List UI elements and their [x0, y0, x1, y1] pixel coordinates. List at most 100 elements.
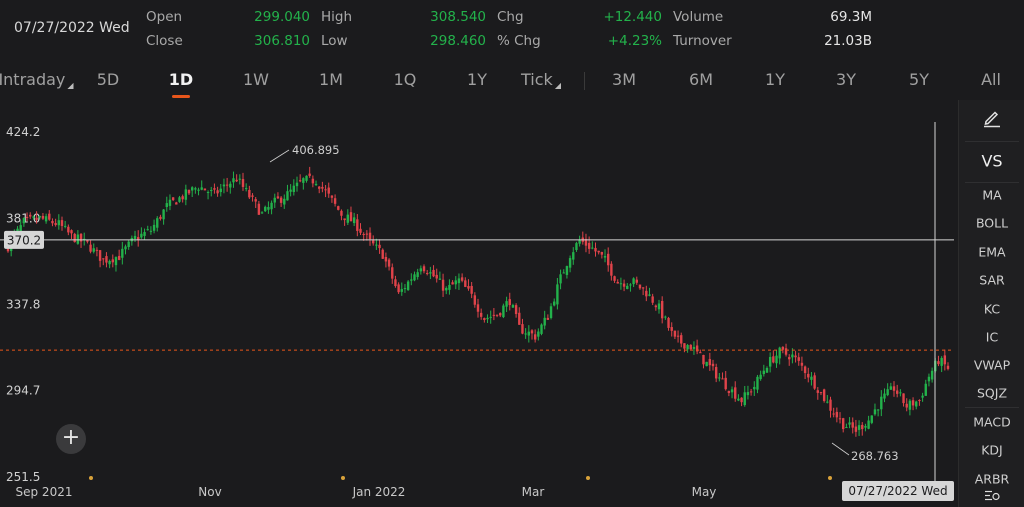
indicator-kc[interactable]: KC	[983, 301, 1001, 317]
close-value: 306.810	[254, 33, 310, 49]
candle-body	[149, 230, 153, 232]
tab-1q[interactable]: 1Q	[393, 70, 417, 89]
indicator-macd[interactable]: MACD	[973, 414, 1011, 430]
candle-body	[460, 277, 464, 281]
candle-body	[86, 240, 89, 242]
candle-body	[279, 197, 283, 203]
pencil-icon[interactable]	[959, 108, 1024, 131]
tab-1w[interactable]: 1W	[243, 70, 269, 89]
candle-body	[915, 401, 918, 407]
active-tab-indicator	[172, 95, 190, 98]
tab-3m[interactable]: 3M	[612, 70, 636, 89]
candle-body	[622, 283, 626, 287]
candle-body	[749, 391, 753, 393]
candle-body	[368, 232, 372, 240]
candle-body	[680, 335, 683, 344]
candle-body	[63, 225, 67, 227]
tab-tick[interactable]: Tick ◢	[521, 70, 561, 90]
candle-body	[89, 244, 92, 252]
compare-vs-button[interactable]: VS	[981, 151, 1003, 171]
candle-body	[584, 238, 588, 246]
turnover-value: 21.03B	[824, 33, 872, 49]
candle-body	[734, 387, 737, 399]
indicator-ema[interactable]: EMA	[978, 244, 1006, 260]
tab-5d[interactable]: 5D	[96, 70, 120, 89]
candle-body	[114, 257, 118, 266]
candle-body	[302, 178, 305, 183]
candle-body	[197, 189, 200, 191]
candle-body	[324, 189, 327, 191]
candle-body	[819, 392, 823, 394]
candle-body	[260, 212, 264, 214]
indicator-ic[interactable]: IC	[985, 329, 999, 345]
candle-body	[676, 335, 680, 337]
candle-body	[381, 249, 384, 259]
candle-body	[886, 389, 889, 396]
candle-body	[546, 317, 550, 320]
candle-body	[816, 390, 819, 393]
candle-body	[372, 240, 375, 244]
tab-6m[interactable]: 6M	[689, 70, 713, 89]
y-tick-label: 251.5	[6, 470, 40, 484]
candle-body	[683, 343, 686, 349]
candle-body	[867, 420, 870, 429]
volume-label: Volume	[673, 9, 724, 25]
candle-body	[718, 377, 721, 379]
candle-body	[451, 282, 454, 285]
candle-body	[48, 213, 51, 220]
sidebar-divider	[965, 407, 1019, 408]
candle-body	[711, 363, 715, 367]
candle-body	[629, 284, 632, 286]
candle-body	[162, 209, 165, 220]
candle-body	[406, 281, 410, 291]
candle-body	[664, 316, 667, 318]
tab-1y[interactable]: 1Y	[765, 70, 785, 89]
candle-body	[940, 357, 943, 366]
candle-body	[410, 279, 413, 281]
chg-label: Chg	[497, 9, 524, 25]
crosshair-price-box	[4, 230, 44, 249]
tab-1d[interactable]: 1D	[168, 70, 194, 89]
candle-body	[759, 374, 762, 380]
settings-icon[interactable]	[959, 489, 1024, 506]
tab-intraday[interactable]: Intraday ◢	[0, 70, 74, 90]
dropdown-caret-icon: ◢	[554, 81, 561, 90]
candle-body	[200, 187, 203, 190]
candle-body	[803, 366, 807, 374]
indicator-boll[interactable]: BOLL	[975, 215, 1009, 231]
candle-body	[38, 216, 41, 218]
candle-body	[527, 331, 531, 336]
candle-body	[375, 244, 378, 246]
candle-body	[781, 346, 785, 350]
candle-body	[387, 259, 391, 267]
indicator-sqjz[interactable]: SQJZ	[976, 385, 1008, 401]
candle-body	[870, 415, 873, 423]
candle-body	[168, 199, 172, 206]
tab-1y-intraday[interactable]: 1Y	[467, 70, 487, 89]
candle-body	[51, 220, 54, 224]
candle-body	[292, 185, 296, 192]
candle-body	[657, 303, 661, 310]
indicator-vwap[interactable]: VWAP	[973, 357, 1011, 373]
tab-all[interactable]: All	[981, 70, 1001, 89]
add-button[interactable]: +	[56, 424, 86, 454]
candle-body	[419, 268, 423, 272]
candle-body	[530, 330, 534, 334]
candle-body	[559, 274, 562, 284]
candle-body	[514, 305, 518, 315]
candle-body	[597, 250, 600, 253]
indicator-arbr[interactable]: ARBR	[974, 471, 1010, 487]
tab-3y[interactable]: 3Y	[836, 70, 856, 89]
indicator-kdj[interactable]: KDJ	[981, 442, 1003, 458]
candle-body	[25, 216, 29, 218]
candle-body	[187, 189, 191, 194]
tab-5y[interactable]: 5Y	[909, 70, 929, 89]
tab-1m[interactable]: 1M	[319, 70, 343, 89]
candle-body	[464, 280, 467, 287]
candle-body	[19, 225, 22, 232]
indicator-ma[interactable]: MA	[982, 187, 1002, 203]
sidebar-divider	[965, 182, 1019, 183]
indicator-sar[interactable]: SAR	[979, 272, 1005, 288]
candle-body	[927, 376, 931, 382]
